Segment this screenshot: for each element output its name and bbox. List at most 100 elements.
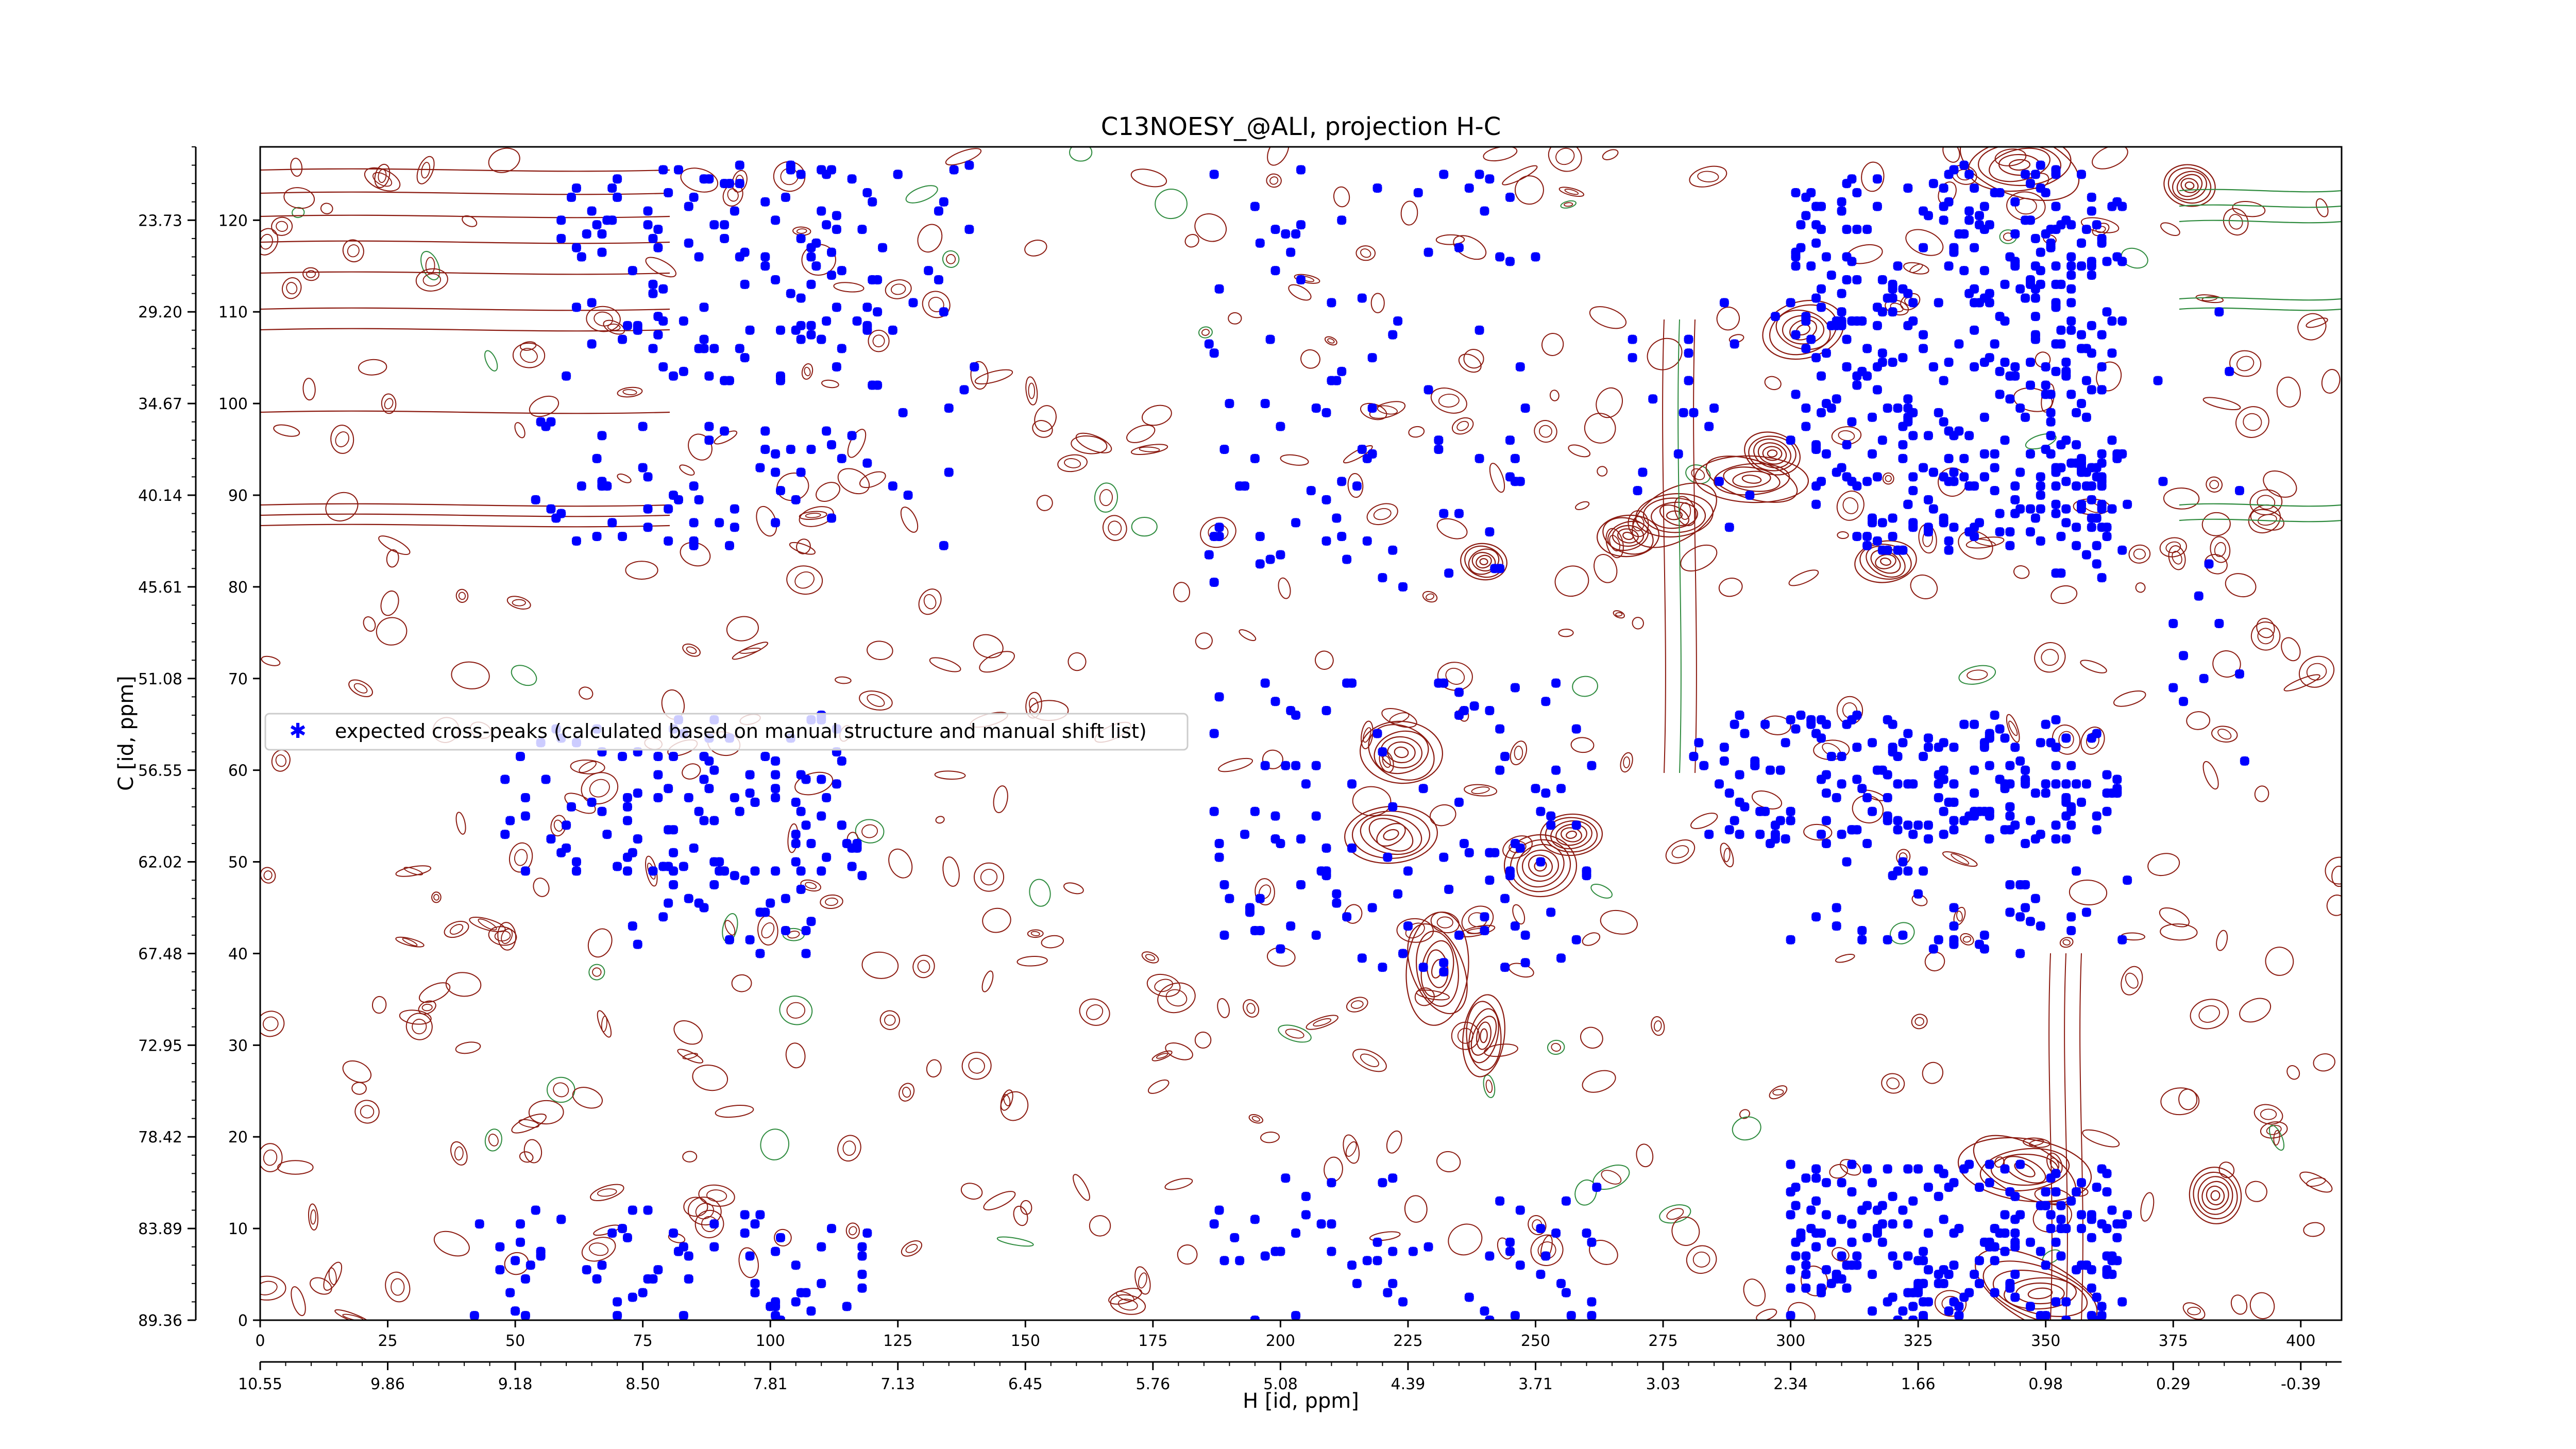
expected-peak-marker (1689, 408, 1699, 418)
expected-peak-marker (597, 431, 607, 441)
noise-contour (1306, 1015, 1338, 1030)
noise-contour (2202, 761, 2219, 790)
expected-peak-marker (2051, 1187, 2061, 1197)
expected-peak-marker (1388, 802, 1398, 812)
expected-peak-marker (2066, 390, 2076, 399)
expected-peak-marker (628, 921, 637, 931)
expected-peak-marker (1347, 779, 1357, 789)
noise-contour (1647, 338, 1683, 370)
expected-peak-marker (1964, 1288, 1974, 1298)
noise-contour (682, 643, 701, 657)
noise-contour (861, 824, 878, 838)
noise-contour (2160, 923, 2198, 941)
expected-peak-marker (1505, 1237, 1515, 1247)
expected-peak-marker (1888, 719, 1897, 729)
noise-contour (805, 882, 817, 889)
noise-contour (1580, 1026, 1603, 1049)
expected-peak-marker (1847, 477, 1857, 486)
noise-contour (2230, 1294, 2248, 1315)
streak-contour (260, 271, 670, 275)
expected-peak-marker (2030, 788, 2041, 798)
expected-peak-marker (505, 816, 515, 825)
expected-peak-marker (1862, 1164, 1872, 1174)
noise-contour (1414, 987, 1435, 1006)
noise-contour (891, 283, 906, 295)
noise-contour (581, 772, 619, 804)
expected-peak-marker (1485, 705, 1495, 716)
expected-peak-marker (1893, 825, 1903, 835)
noise-contour (2121, 966, 2143, 996)
noise-contour (837, 1135, 861, 1162)
expected-peak-marker (1383, 852, 1393, 862)
expected-peak-marker (613, 1310, 622, 1320)
expected-peak-marker (1786, 1310, 1795, 1320)
expected-peak-marker (607, 183, 617, 193)
expected-peak-marker (1990, 188, 1999, 198)
noise-contour (2257, 628, 2274, 645)
expected-peak-marker (1893, 779, 1903, 789)
expected-peak-marker (2071, 866, 2081, 876)
y-ppm-tick-label: 29.20 (138, 304, 182, 322)
expected-peak-marker (2005, 1187, 2015, 1197)
expected-peak-marker (1801, 403, 1811, 413)
noise-contour (1036, 495, 1053, 511)
expected-peak-marker (1964, 215, 1974, 225)
expected-peak-marker (1337, 531, 1347, 542)
expected-peak-marker (541, 774, 551, 784)
expected-peak-marker (1918, 206, 1928, 216)
peak-contour (1741, 475, 1762, 484)
expected-peak-marker (1954, 1223, 1964, 1234)
expected-peak-marker (699, 302, 709, 312)
expected-peak-marker (2097, 572, 2107, 583)
expected-peak-marker (2010, 1292, 2020, 1302)
expected-peak-marker (852, 843, 862, 853)
expected-peak-marker (1923, 527, 1934, 537)
expected-peak-marker (1571, 820, 1581, 830)
expected-peak-marker (862, 188, 872, 198)
expected-peak-marker (1214, 852, 1224, 862)
noise-contour (1147, 1079, 1170, 1094)
expected-peak-marker (1378, 962, 1387, 972)
expected-peak-marker (1944, 453, 1954, 463)
expected-peak-marker (770, 770, 781, 780)
noise-contour (1194, 213, 1227, 242)
expected-peak-marker (1811, 293, 1821, 303)
noise-contour (1453, 235, 1487, 260)
expected-peak-marker (1959, 719, 1969, 729)
expected-peak-marker (2076, 797, 2087, 807)
expected-peak-marker (837, 453, 846, 463)
expected-peak-marker (643, 1205, 653, 1215)
expected-peak-marker (664, 898, 673, 908)
noise-contour (1514, 746, 1523, 761)
expected-peak-marker (1536, 806, 1546, 816)
expected-peak-marker (1852, 531, 1862, 542)
expected-peak-marker (1398, 949, 1408, 958)
expected-peak-marker (556, 1215, 566, 1224)
expected-peak-marker (597, 229, 607, 239)
expected-peak-marker (1337, 215, 1347, 225)
expected-peak-marker (2066, 1196, 2076, 1206)
y-index-tick-label: 40 (228, 945, 248, 963)
expected-peak-marker (1775, 765, 1785, 775)
streak-contour (260, 168, 670, 172)
expected-peak-marker (2051, 1237, 2061, 1247)
expected-peak-marker (694, 806, 704, 816)
expected-peak-marker (1811, 1173, 1821, 1183)
expected-peak-marker (2036, 247, 2045, 257)
expected-peak-marker (719, 426, 730, 436)
expected-peak-marker (2234, 485, 2245, 496)
expected-peak-marker (1469, 701, 1479, 711)
noise-contour (351, 1082, 367, 1095)
noise-contour (1173, 582, 1190, 602)
expected-peak-marker (1342, 678, 1352, 688)
expected-peak-marker (1735, 770, 1744, 780)
expected-peaks-layer (469, 160, 2249, 1320)
expected-peak-marker (2010, 1237, 2020, 1247)
noise-contour (1956, 911, 1963, 922)
expected-peak-marker (2010, 197, 2020, 207)
expected-peak-marker (1944, 426, 1954, 436)
expected-peak-marker (1928, 944, 1938, 954)
expected-peak-marker (1332, 898, 1342, 908)
noise-contour (283, 187, 315, 209)
noise-contour (1666, 1208, 1684, 1220)
